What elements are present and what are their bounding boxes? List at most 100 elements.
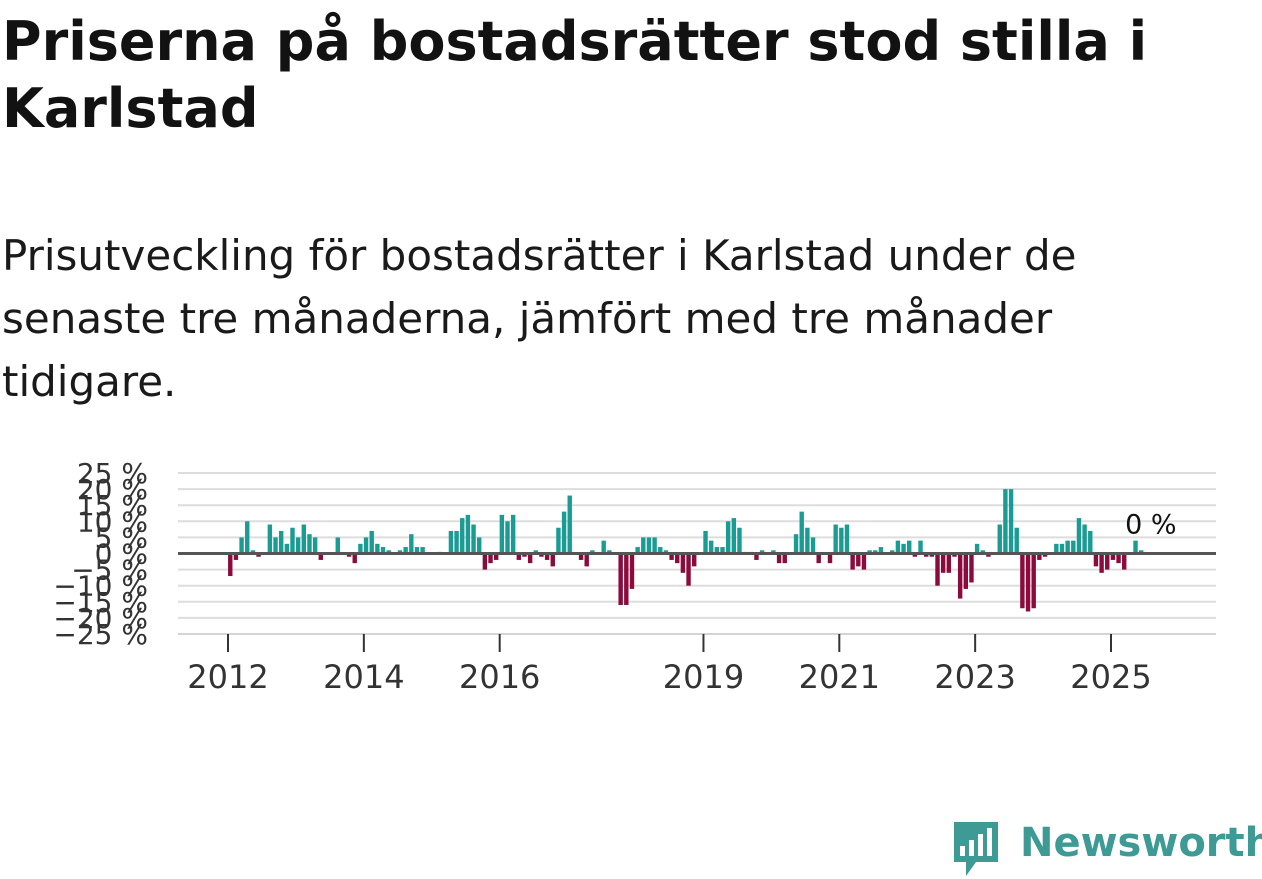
bar <box>273 537 278 554</box>
bar <box>1054 543 1059 554</box>
y-tick-label: 0 % <box>95 538 148 571</box>
bar <box>527 553 533 564</box>
bar <box>358 543 363 554</box>
bar <box>1071 540 1076 554</box>
bar <box>346 553 352 557</box>
bar <box>533 550 538 554</box>
bar <box>686 553 691 586</box>
bar <box>1025 553 1031 612</box>
bar <box>912 553 918 557</box>
y-tick-label: −10 % <box>53 570 148 603</box>
y-tick-label: 15 % <box>77 489 148 522</box>
last-value-label: 0 % <box>1125 510 1176 541</box>
bar <box>295 537 301 554</box>
bar <box>307 534 312 554</box>
bar <box>839 527 844 554</box>
bar <box>878 547 884 554</box>
bar <box>737 527 742 554</box>
y-tick-label: 10 % <box>77 505 148 538</box>
bar <box>641 537 646 554</box>
bar <box>318 553 323 560</box>
bar <box>618 553 623 606</box>
x-tick-label: 2025 <box>1070 658 1151 696</box>
y-tick-label: −15 % <box>53 586 148 619</box>
bar <box>301 524 307 554</box>
bar <box>414 547 420 554</box>
bar <box>556 527 561 554</box>
bar <box>1014 527 1019 554</box>
x-tick-label: 2023 <box>934 658 1015 696</box>
bar <box>284 543 290 554</box>
bar <box>635 547 640 554</box>
bar <box>963 553 968 589</box>
bar <box>907 540 912 554</box>
bar <box>923 553 929 557</box>
bar <box>1020 553 1025 609</box>
y-tick-label: −20 % <box>53 602 148 635</box>
bar <box>833 524 838 554</box>
bar <box>629 553 635 589</box>
bar <box>844 524 850 554</box>
bar <box>267 524 273 554</box>
bar <box>386 550 391 554</box>
bar <box>703 530 708 554</box>
bar <box>1093 553 1099 567</box>
bar <box>624 553 629 606</box>
bar <box>1059 543 1065 554</box>
bar <box>539 553 544 557</box>
bar <box>1065 540 1070 554</box>
bar <box>771 550 776 554</box>
bar <box>420 547 425 554</box>
bar <box>403 547 408 554</box>
bar <box>997 524 1002 554</box>
bar <box>861 553 867 570</box>
y-tick-label: 25 % <box>77 457 148 490</box>
bar <box>754 553 759 560</box>
bar <box>974 543 980 554</box>
bar <box>1110 553 1116 560</box>
bar <box>901 543 906 554</box>
x-tick-label: 2016 <box>459 658 540 696</box>
bar <box>890 550 895 554</box>
bar <box>352 553 357 564</box>
bar <box>239 537 244 554</box>
chart-title: Priserna på bostadsrätter stod stilla i … <box>2 10 1148 140</box>
bar <box>759 550 765 554</box>
bar <box>448 530 454 554</box>
y-tick-label: −5 % <box>71 554 148 587</box>
bar <box>522 553 527 557</box>
bar <box>1122 553 1127 570</box>
bar <box>1082 524 1087 554</box>
bar <box>669 553 674 560</box>
x-tick-label: 2012 <box>187 658 268 696</box>
bar <box>969 553 974 583</box>
bar <box>250 550 256 554</box>
bar <box>409 534 414 554</box>
bar <box>454 530 459 554</box>
chart-subtitle: Prisutveckling för bostadsrätter i Karls… <box>2 231 1077 406</box>
bar <box>986 553 991 557</box>
newsworthy-logo: Newsworthy <box>950 818 1262 876</box>
bar-chart: 25 %20 %15 %10 %5 %0 %−5 %−10 %−15 %−20 … <box>53 457 1216 696</box>
bar <box>935 553 940 586</box>
bar <box>850 553 855 570</box>
bar <box>725 521 731 554</box>
bar <box>561 511 567 554</box>
bar <box>499 514 505 554</box>
bar <box>1116 553 1121 564</box>
bar <box>471 524 476 554</box>
bar <box>584 553 589 567</box>
bar <box>658 547 663 554</box>
bar <box>505 521 510 554</box>
x-axis-ticks: 2012 2014 2016 2019 2021 2023 2025 <box>187 634 1152 696</box>
bar <box>1138 550 1144 554</box>
bar <box>482 553 488 570</box>
x-tick-label: 2019 <box>663 658 744 696</box>
bar <box>646 537 652 554</box>
bar <box>946 553 952 573</box>
bar <box>1105 553 1110 570</box>
bar <box>1133 540 1138 554</box>
bar <box>867 550 872 554</box>
x-tick-label: 2021 <box>799 658 880 696</box>
bar <box>312 537 318 554</box>
